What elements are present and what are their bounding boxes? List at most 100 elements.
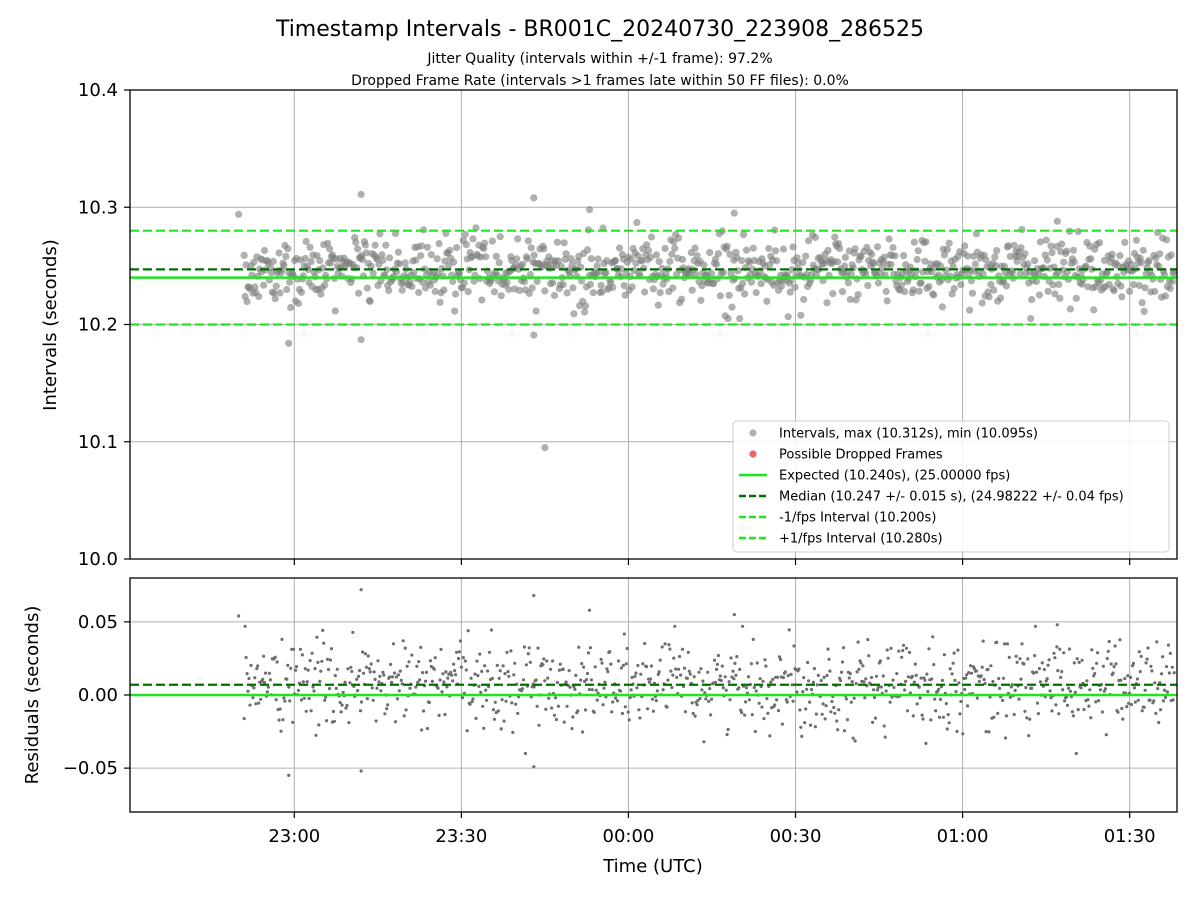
residual-point <box>804 707 808 711</box>
residual-point <box>338 700 342 705</box>
residual-point <box>801 690 805 694</box>
interval-point <box>541 287 549 295</box>
residual-point <box>744 686 749 690</box>
interval-point <box>1008 269 1016 277</box>
residual-point <box>925 672 929 676</box>
residual-point <box>701 679 705 683</box>
residual-point <box>356 689 360 693</box>
residual-point <box>628 695 632 700</box>
residual-point <box>750 713 754 717</box>
residual-point <box>912 680 916 684</box>
residual-point <box>937 687 941 692</box>
residual-point <box>1101 664 1105 668</box>
residual-point <box>714 667 719 672</box>
interval-point <box>446 246 454 254</box>
residual-point <box>1086 698 1090 702</box>
residual-point <box>509 649 513 653</box>
residual-point <box>464 668 468 672</box>
residual-point <box>845 718 850 722</box>
residual-point <box>870 675 874 680</box>
residual-point <box>715 662 720 667</box>
interval-point <box>675 234 683 242</box>
interval-point <box>901 288 909 296</box>
residual-point <box>1033 654 1037 658</box>
bottom-y-tick-label: 0.00 <box>78 685 118 706</box>
residual-point <box>939 685 944 689</box>
interval-point <box>324 239 332 247</box>
residual-point <box>923 678 927 682</box>
interval-point <box>1043 256 1051 264</box>
residual-point <box>910 674 915 679</box>
interval-point <box>449 277 457 286</box>
residual-point <box>1024 686 1028 690</box>
residual-point <box>953 678 957 683</box>
interval-point <box>615 244 624 252</box>
residual-point <box>564 680 568 684</box>
residual-point <box>483 664 487 668</box>
residual-point <box>294 668 298 672</box>
residual-point <box>359 700 364 704</box>
residual-point <box>1028 717 1032 721</box>
residual-point <box>555 680 560 685</box>
residual-point <box>1136 698 1140 702</box>
interval-point <box>1010 241 1018 249</box>
interval-point <box>1000 262 1009 270</box>
residual-point <box>1015 660 1019 664</box>
chart-title: Timestamp Intervals - BR001C_20240730_22… <box>275 17 924 42</box>
residual-point <box>562 720 566 724</box>
interval-point <box>728 303 736 311</box>
interval-point <box>749 244 757 252</box>
interval-point <box>297 288 305 296</box>
residual-point <box>1055 623 1059 627</box>
residual-point <box>424 670 429 675</box>
residual-point <box>876 685 881 689</box>
residual-point <box>587 608 592 612</box>
residual-point <box>394 675 398 679</box>
interval-point <box>267 269 275 277</box>
residual-point <box>859 661 863 665</box>
interval-point <box>550 291 559 300</box>
residual-point <box>645 665 649 669</box>
residual-point <box>565 704 569 708</box>
residual-point <box>308 659 312 663</box>
residual-point <box>340 703 344 707</box>
residual-point <box>245 672 249 676</box>
residual-point <box>853 739 857 743</box>
residual-point <box>349 665 353 669</box>
residual-point <box>1161 655 1165 659</box>
residual-point <box>267 671 271 675</box>
residual-point <box>650 697 655 701</box>
residual-point <box>917 685 921 689</box>
residual-point <box>1034 670 1039 674</box>
interval-point <box>655 258 663 266</box>
residual-point <box>795 690 799 694</box>
residual-point <box>305 680 309 684</box>
residual-point <box>972 667 977 671</box>
residual-point <box>1088 688 1092 692</box>
top-y-tick-label: 10.2 <box>78 315 118 336</box>
interval-point <box>909 286 917 294</box>
residual-point <box>572 685 576 689</box>
residual-point <box>969 664 973 668</box>
legend-label: Possible Dropped Frames <box>779 448 943 463</box>
residual-point <box>381 670 385 674</box>
interval-point <box>1162 236 1171 244</box>
top-y-tick-label: 10.4 <box>78 80 118 101</box>
residual-point <box>473 672 477 676</box>
residual-point <box>407 660 411 664</box>
residual-point <box>493 700 497 704</box>
interval-point <box>950 285 958 293</box>
residual-point <box>728 698 732 702</box>
interval-point <box>306 243 314 251</box>
interval-point <box>1055 280 1063 288</box>
residual-point <box>1103 687 1107 691</box>
interval-point <box>523 255 532 263</box>
residual-point <box>852 696 856 700</box>
interval-point <box>719 268 727 276</box>
interval-point <box>287 303 295 312</box>
residual-point <box>933 697 937 701</box>
residual-point <box>302 696 306 700</box>
interval-point <box>352 238 360 246</box>
interval-point <box>802 252 810 260</box>
